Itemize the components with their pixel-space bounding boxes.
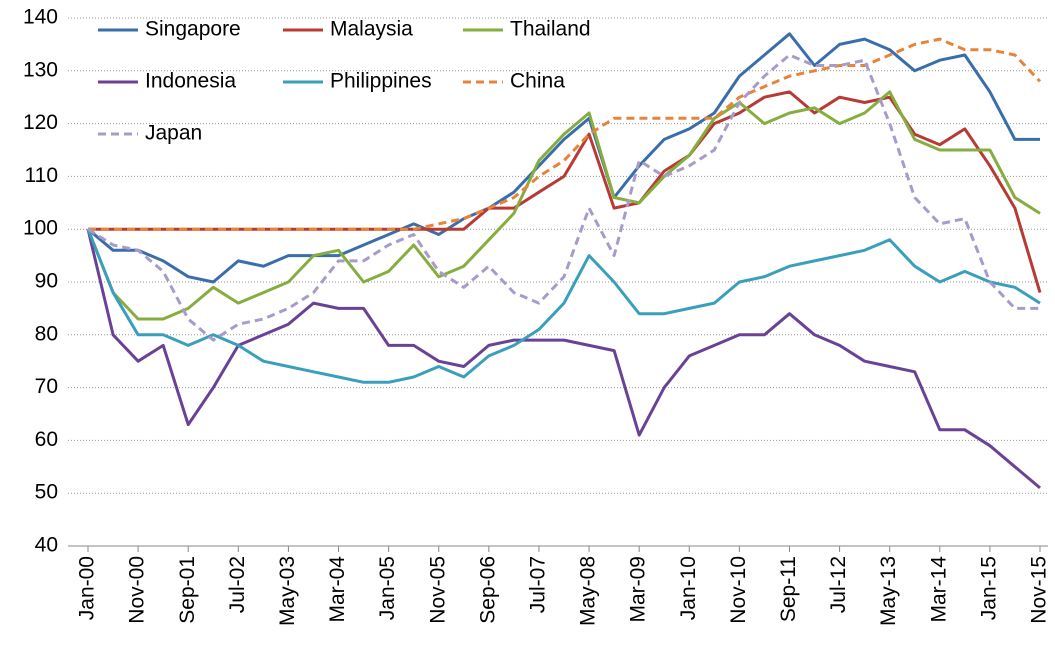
x-tick-label: May-03: [276, 556, 299, 626]
x-tick-label: Jan-10: [677, 556, 700, 620]
series-line: [87, 32, 1040, 284]
y-tick-label: 140: [23, 6, 58, 29]
legend-label: Indonesia: [145, 70, 236, 93]
legend-label: China: [510, 70, 565, 93]
x-tick-label: Jan-05: [376, 556, 399, 620]
x-tick-label: May-08: [577, 556, 600, 626]
y-tick-label: 100: [23, 217, 58, 240]
legend-label: Japan: [145, 122, 202, 145]
x-tick-label: Mar-14: [927, 556, 950, 623]
x-tick-label: Jan-00: [76, 556, 99, 620]
legend-label: Philippines: [330, 70, 432, 93]
x-tick-label: Mar-04: [326, 556, 349, 623]
x-tick-label: Mar-09: [627, 556, 650, 623]
series-line: [88, 37, 1042, 231]
x-tick-label: Jul-12: [827, 556, 850, 613]
y-tick-label: 40: [35, 534, 58, 557]
series-line: [87, 53, 1040, 342]
y-tick-label: 60: [35, 428, 58, 451]
series-line: [86, 228, 1041, 384]
x-tick-label: Sep-11: [777, 556, 800, 622]
x-tick-label: May-13: [877, 556, 900, 626]
x-tick-label: Sep-01: [176, 556, 199, 624]
legend-label: Thailand: [510, 18, 591, 41]
x-tick-label: Jul-07: [526, 556, 549, 613]
x-tick-label: Nov-15: [1028, 556, 1051, 624]
x-tick-label: Nov-05: [426, 556, 449, 624]
y-tick-label: 110: [25, 164, 58, 187]
x-tick-label: Nov-10: [727, 556, 750, 624]
y-tick-label: 120: [23, 111, 58, 134]
y-tick-label: 130: [23, 58, 58, 81]
x-tick-label: Jan-15: [977, 556, 1000, 620]
x-tick-label: Nov-00: [126, 556, 149, 624]
series-line: [88, 90, 1042, 294]
x-tick-label: Jul-02: [226, 556, 249, 613]
y-tick-label: 50: [35, 481, 58, 504]
series-line: [86, 228, 1041, 490]
y-tick-label: 90: [35, 270, 58, 293]
legend-label: Singapore: [145, 18, 241, 41]
series-line: [86, 90, 1041, 321]
x-tick-label: Sep-06: [476, 556, 499, 624]
y-tick-label: 80: [35, 322, 58, 345]
legend-label: Malaysia: [330, 18, 413, 41]
y-tick-label: 70: [35, 375, 58, 398]
